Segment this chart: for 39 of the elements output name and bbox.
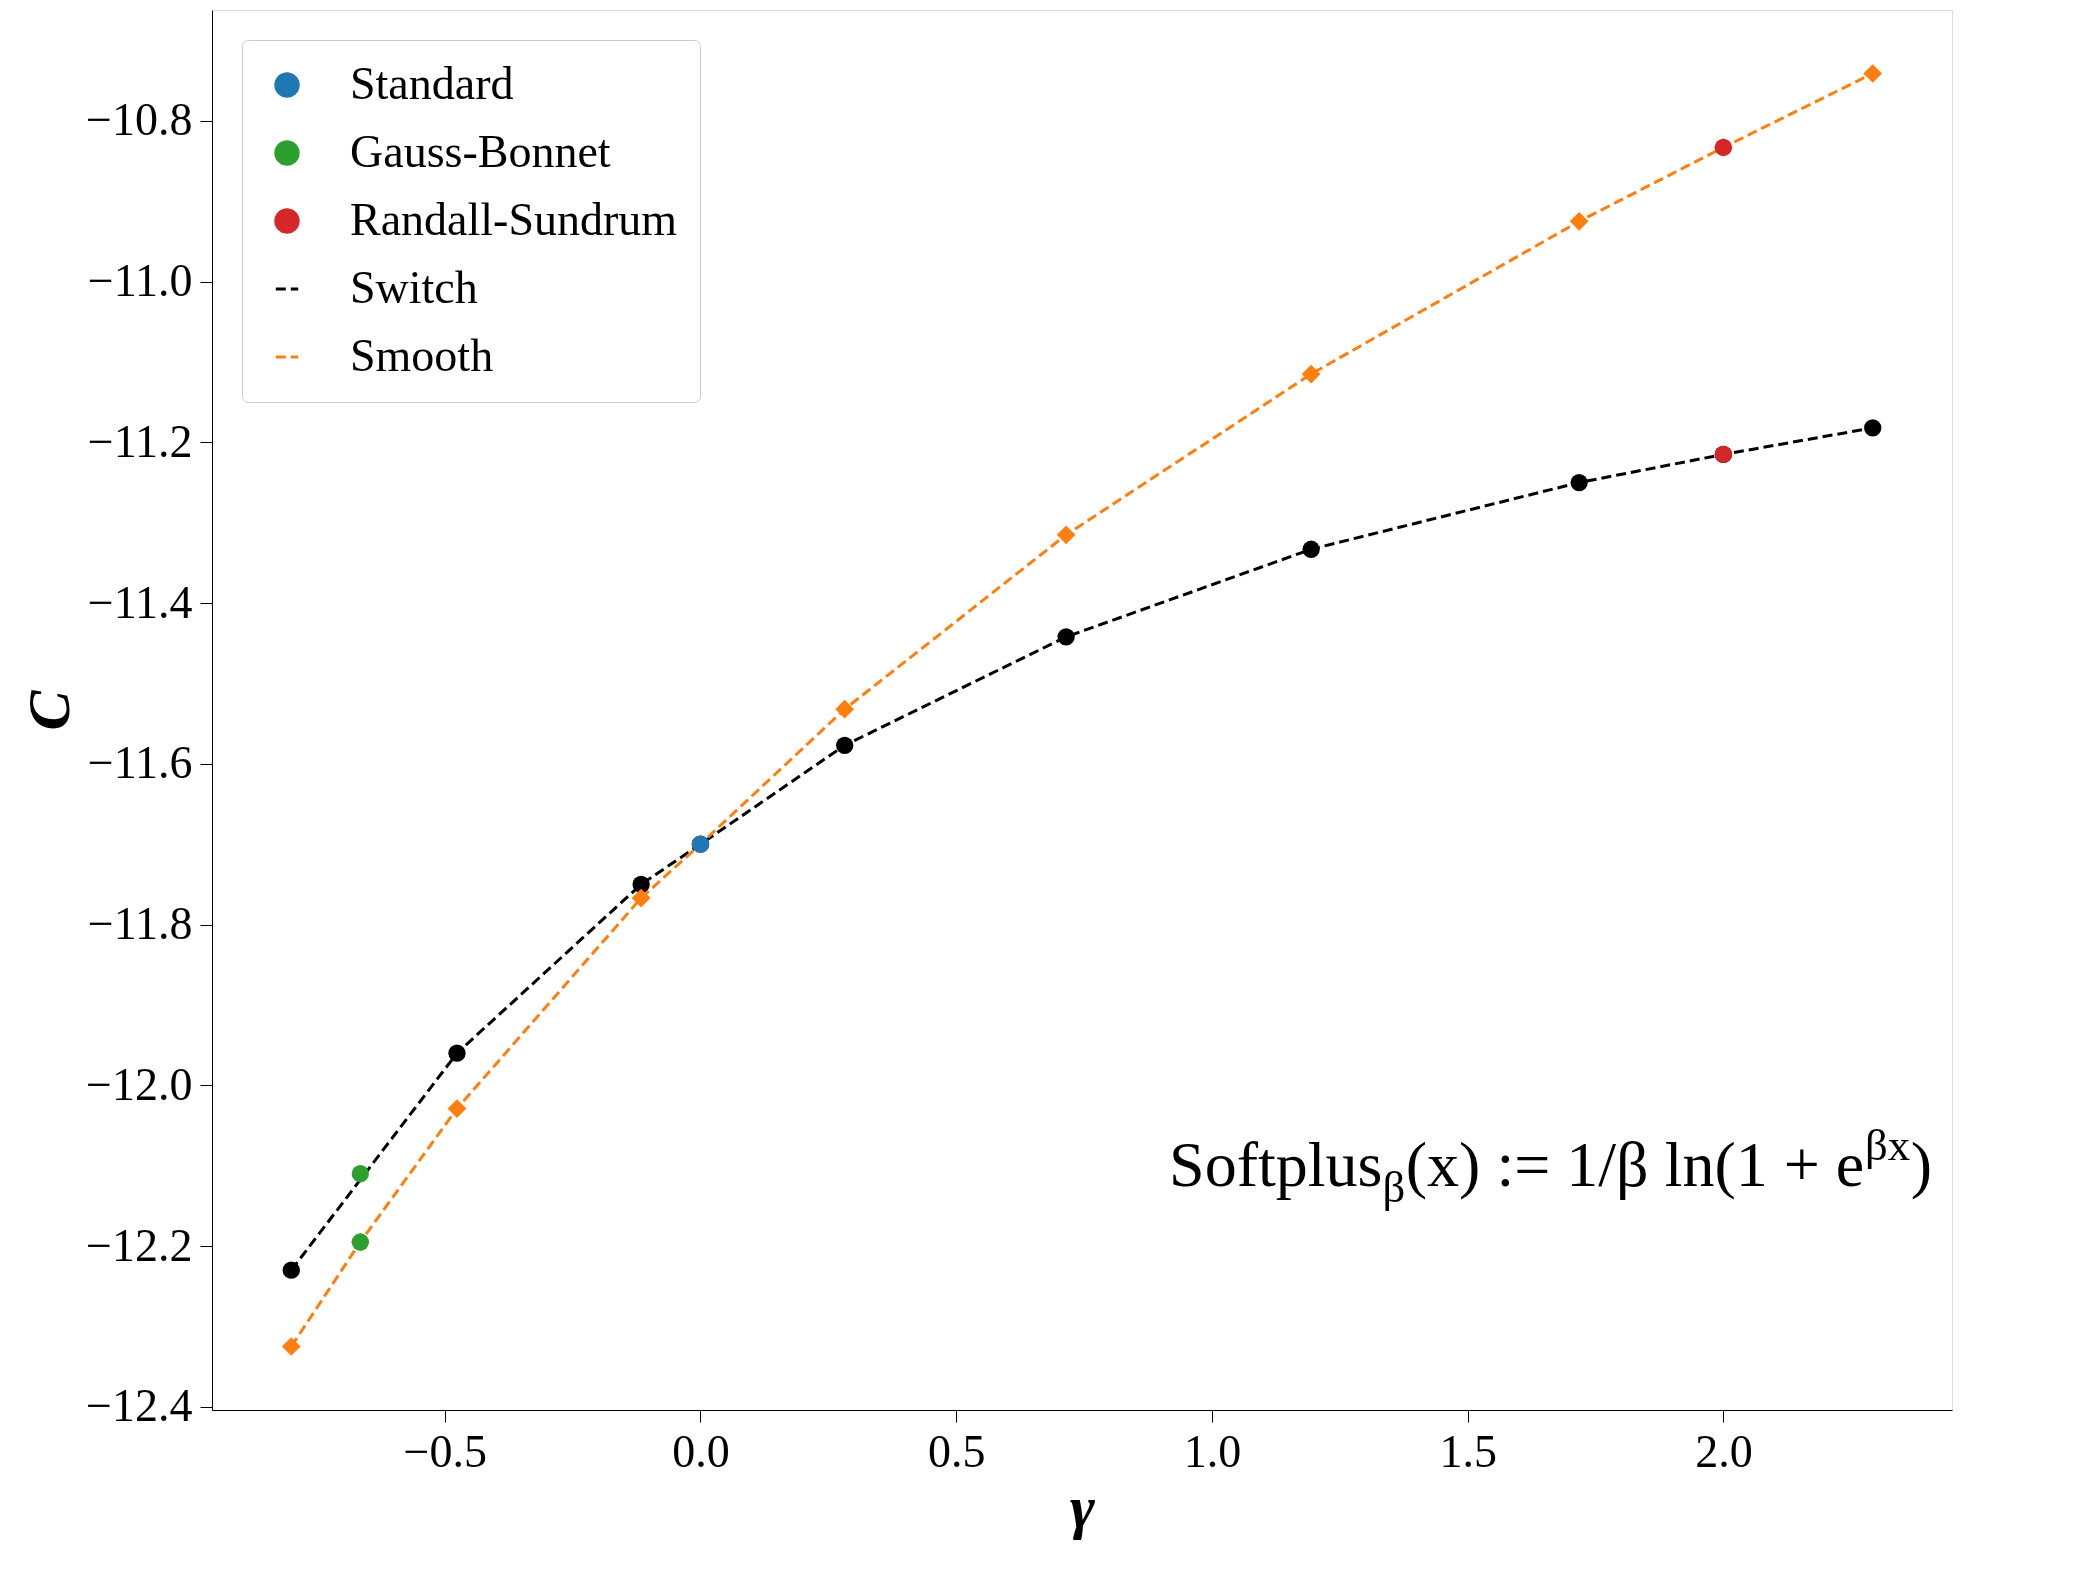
point: [281, 1337, 301, 1356]
point: [1057, 628, 1075, 646]
point: [448, 1044, 466, 1062]
point: [632, 875, 650, 894]
y-tick-label: −11.2: [87, 415, 193, 467]
point: [631, 888, 651, 908]
y-tick-label: −12.4: [86, 1380, 193, 1432]
point: [835, 699, 855, 719]
point: [1302, 540, 1320, 558]
y-tick-label: −11.6: [87, 737, 193, 789]
point: [1056, 525, 1076, 545]
point: [1569, 212, 1589, 231]
x-tick-label: 0.5: [927, 1425, 986, 1477]
point: [351, 1165, 369, 1183]
point: [1863, 64, 1883, 83]
legend-label: Smooth: [350, 330, 494, 381]
x-tick-label: 2.0: [1695, 1425, 1753, 1477]
legend-label: Gauss-Bonnet: [350, 126, 611, 177]
x-tick-label: 1.5: [1439, 1425, 1497, 1477]
legend-label: Randall-Sundrum: [350, 194, 678, 245]
point: [1301, 364, 1321, 384]
y-tick-label: −12.0: [86, 1058, 193, 1110]
point: [447, 1099, 467, 1118]
point: [836, 736, 854, 754]
x-tick-label: 1.0: [1183, 1425, 1242, 1477]
y-tick-label: −11.4: [87, 576, 193, 628]
legend-label: Switch: [350, 262, 478, 313]
y-tick-label: −10.8: [86, 94, 193, 146]
x-tick-label: −0.5: [403, 1425, 487, 1477]
x-axis-title: γ: [1070, 1473, 1096, 1540]
point: [1570, 473, 1588, 492]
point: [1864, 419, 1882, 437]
legend-label: Standard: [350, 58, 514, 109]
y-tick-label: −11.8: [87, 898, 193, 950]
x-tick-label: 0.0: [672, 1425, 730, 1477]
point: [282, 1261, 300, 1279]
y-tick-label: −12.2: [86, 1219, 193, 1271]
y-axis-title: C: [16, 689, 83, 731]
y-tick-label: −11.0: [87, 255, 193, 307]
